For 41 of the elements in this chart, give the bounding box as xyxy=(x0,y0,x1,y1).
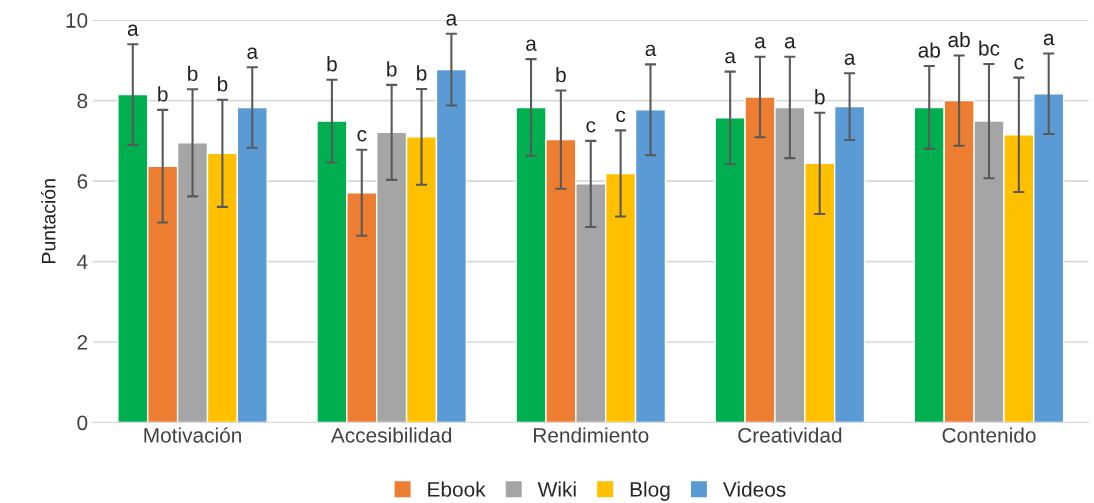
annotation: a xyxy=(645,44,657,57)
annotation: a xyxy=(127,24,139,36)
legend-label: Ebook xyxy=(428,481,486,497)
annotation: ab xyxy=(918,42,940,58)
annotation: a xyxy=(526,39,537,51)
annotation: a xyxy=(755,37,766,49)
y-tick-label: 2 xyxy=(77,335,88,350)
y-tick-label: 8 xyxy=(77,93,88,109)
x-tick-label: Creatividad xyxy=(738,427,842,443)
annotation: c xyxy=(616,110,626,123)
y-axis-title: Puntación xyxy=(41,179,56,263)
y-tick-label: 0 xyxy=(77,415,88,431)
x-tick-label: Accesibilidad xyxy=(330,427,452,443)
legend-label: Videos xyxy=(722,481,786,497)
annotation: b xyxy=(815,89,825,105)
x-tick-label: Motivación xyxy=(144,427,241,443)
annotation: b xyxy=(158,86,168,102)
legend-label: Wiki xyxy=(537,481,576,497)
annotation: b xyxy=(387,61,397,77)
y-tick-label: 10 xyxy=(66,13,88,28)
annotation: a xyxy=(844,53,856,65)
annotation: b xyxy=(417,65,427,81)
annotation: a xyxy=(784,37,796,49)
annotation: b xyxy=(217,76,228,92)
x-tick-label: Contenido xyxy=(942,427,1036,443)
annotation: b xyxy=(188,65,198,82)
annotation: c xyxy=(357,129,367,142)
annotation: c xyxy=(1014,57,1024,70)
annotation: c xyxy=(586,121,596,133)
annotation: ab xyxy=(948,31,970,48)
y-tick-label: 4 xyxy=(77,254,88,270)
x-tick-label: Rendimiento xyxy=(533,427,649,443)
annotation: a xyxy=(247,47,259,59)
legend-label: Blog xyxy=(630,481,670,501)
y-tick-label: 6 xyxy=(77,174,88,189)
annotation: a xyxy=(446,14,458,26)
annotation: bc xyxy=(979,40,1000,56)
annotation: b xyxy=(556,66,566,83)
annotation: a xyxy=(1043,33,1055,46)
annotation: b xyxy=(327,56,337,72)
annotation: a xyxy=(725,51,736,64)
